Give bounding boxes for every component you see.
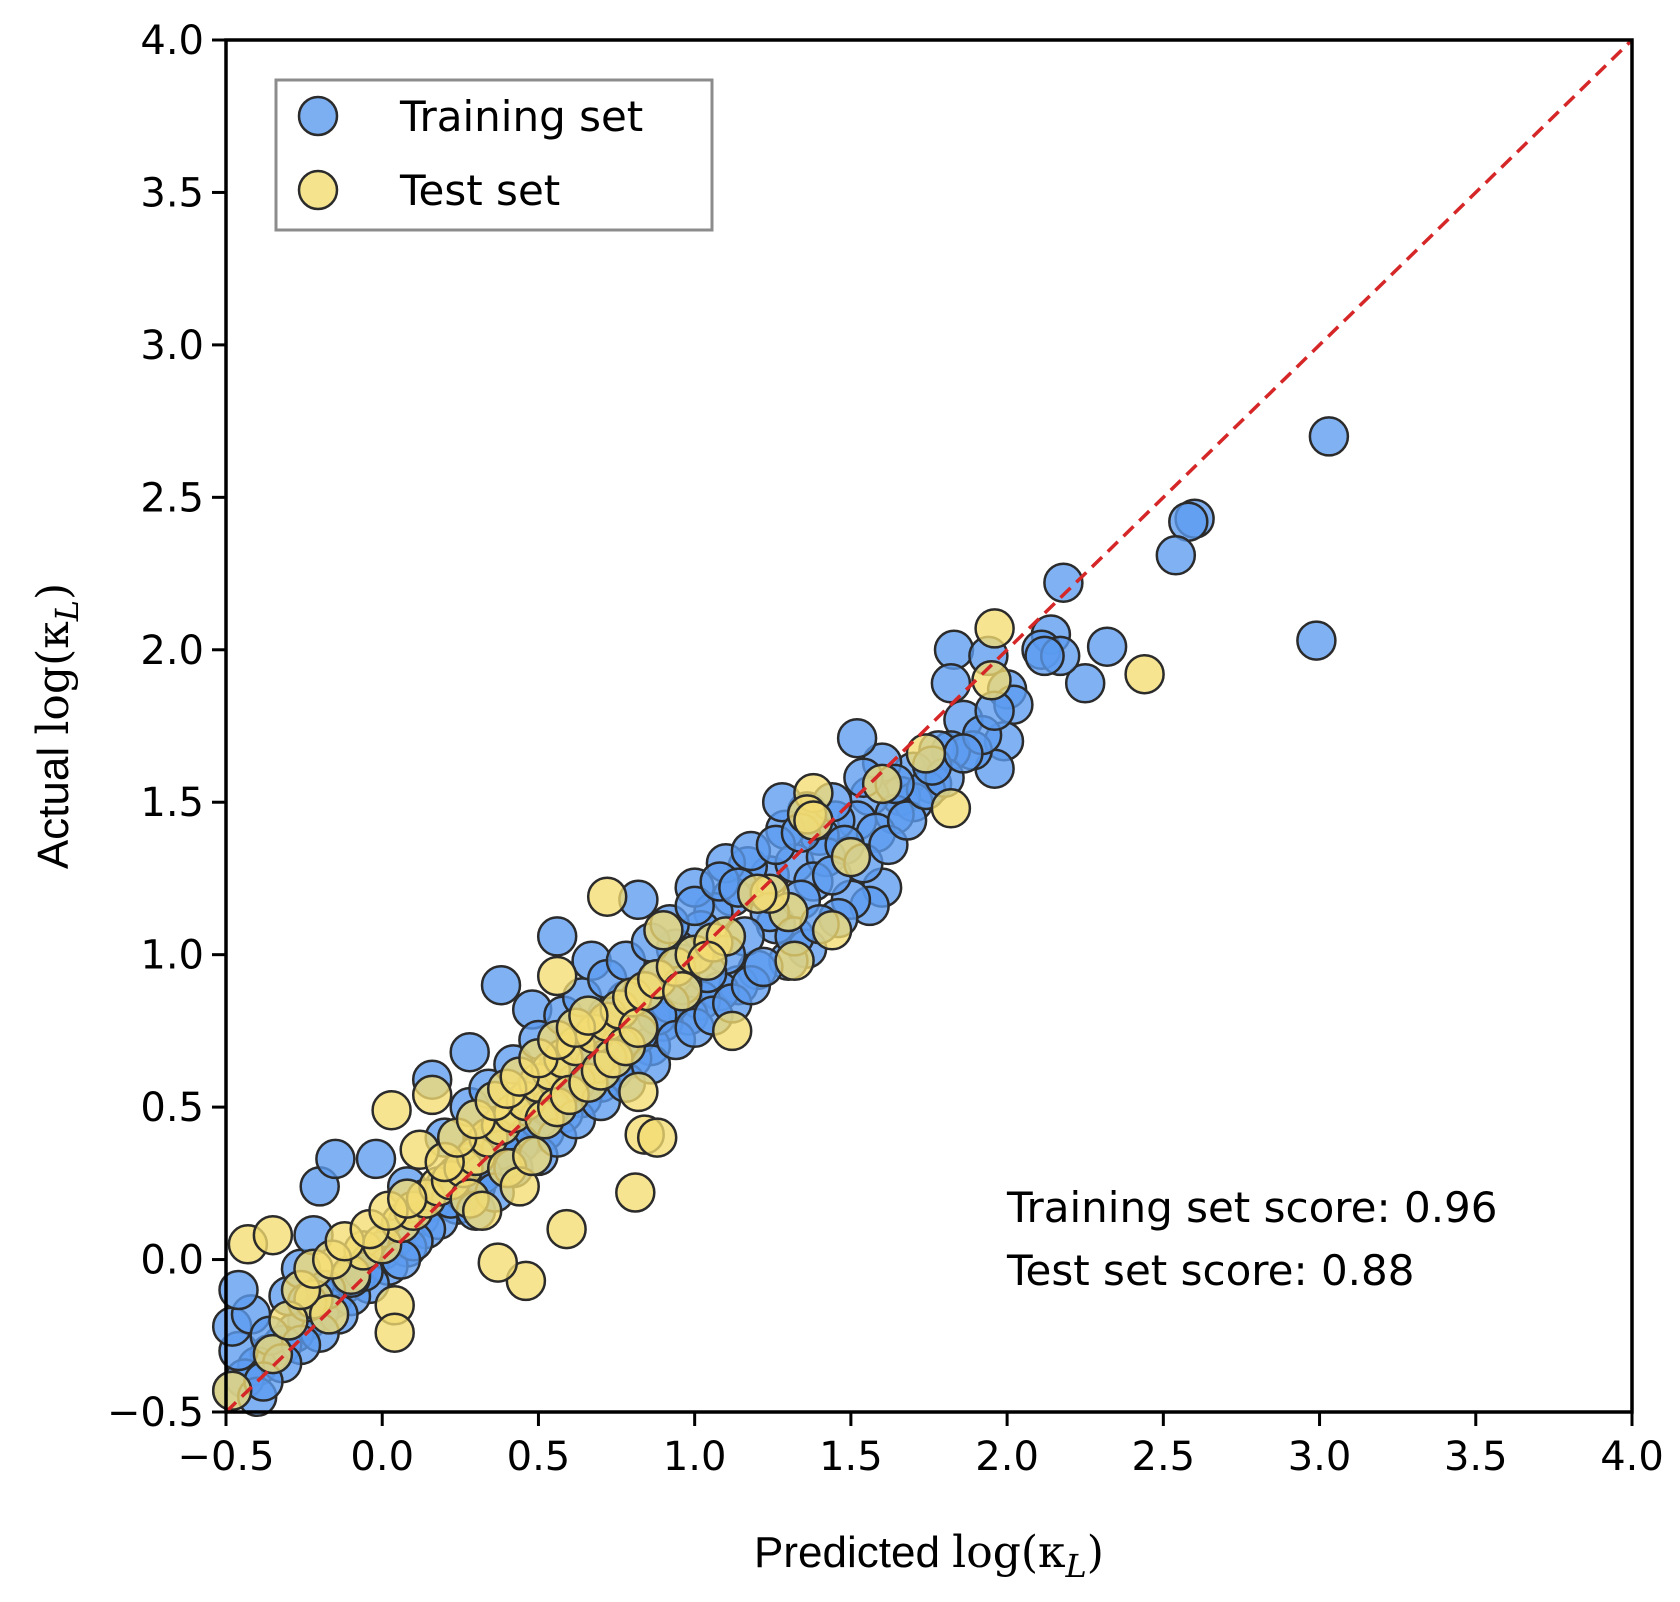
x-tick-label: 2.5 [1132, 1434, 1196, 1480]
test-point [505, 1260, 547, 1302]
training-point [1043, 562, 1084, 603]
legend-test-marker [297, 169, 339, 211]
test-point [811, 910, 853, 951]
legend-training-label: Training set [399, 92, 643, 141]
plot-frame [224, 38, 1634, 1414]
test-point [661, 971, 703, 1012]
y-tick-label: 4.0 [140, 18, 204, 64]
test-point [411, 1074, 453, 1116]
y-tick-label: 1.0 [140, 933, 204, 979]
test-point [386, 1178, 428, 1219]
test-point [374, 1312, 415, 1353]
x-axis-label: Predicted log(κL) [754, 1527, 1104, 1585]
test-point [546, 1208, 587, 1250]
y-axis-label-math: log(κ [28, 621, 79, 734]
x-tick-label: −0.5 [177, 1434, 274, 1480]
x-tick-label: 0.0 [350, 1434, 414, 1480]
test-point [461, 1190, 503, 1232]
x-tick-label: 4.0 [1600, 1434, 1664, 1480]
test-point [618, 1007, 659, 1049]
test-point [686, 940, 728, 982]
test-point [308, 1294, 350, 1335]
training-point [1308, 416, 1350, 457]
training-point [315, 1138, 356, 1180]
test-point [477, 1242, 519, 1283]
x-tick-label: 0.5 [507, 1434, 571, 1480]
test-point [615, 1172, 656, 1213]
training-point [480, 964, 522, 1006]
training-point [536, 916, 578, 957]
test-series [211, 608, 1165, 1411]
x-tick-label: 1.5 [819, 1434, 883, 1480]
y-tick-label: 1.5 [140, 780, 204, 826]
training-score-annotation: Training set score: 0.96 [1006, 1183, 1498, 1232]
training-point [836, 717, 878, 759]
x-tick-label: 3.5 [1444, 1434, 1508, 1480]
test-point [643, 910, 684, 951]
y-tick-label: 0.0 [140, 1238, 204, 1284]
test-point [211, 1370, 253, 1411]
y-tick-label: 3.5 [140, 170, 204, 216]
test-point [861, 763, 903, 805]
legend-box [274, 78, 714, 232]
x-tick-label: 1.0 [663, 1434, 727, 1480]
x-axis-label-close: ) [1087, 1527, 1104, 1578]
training-point [1168, 501, 1209, 542]
test-point [252, 1333, 294, 1375]
y-tick-label: 0.5 [140, 1085, 204, 1131]
test-point [586, 876, 628, 917]
training-point [218, 1269, 259, 1311]
legend: Training set Test set [274, 78, 714, 232]
y-tick-label: 2.5 [140, 475, 204, 521]
y-axis-label: Actual log(κL) [28, 583, 86, 869]
y-axis-label-text: Actual [29, 735, 78, 870]
test-point [971, 660, 1012, 701]
y-axis-label-close: ) [28, 583, 79, 600]
training-point [1155, 535, 1197, 576]
test-point [830, 836, 872, 878]
test-point [371, 1089, 412, 1131]
legend-training-marker [297, 95, 339, 137]
training-point [943, 733, 984, 774]
y-axis-ticks: −0.5 0.0 0.5 1.0 1.5 2.0 2.5 3.0 3.5 4.0 [107, 18, 226, 1436]
reference-line [224, 38, 1634, 1414]
training-point [1086, 626, 1128, 667]
test-point [536, 955, 578, 997]
test-point [568, 995, 609, 1036]
x-axis-label-sub: L [1065, 1547, 1087, 1585]
y-tick-label: 3.0 [140, 323, 204, 369]
training-point [1064, 663, 1106, 704]
y-tick-label: −0.5 [107, 1390, 204, 1436]
test-point [636, 1117, 678, 1158]
x-axis-label-text: Predicted [754, 1528, 952, 1577]
test-point [905, 733, 947, 774]
training-point [886, 800, 928, 841]
test-point [511, 1135, 553, 1177]
training-point [930, 663, 972, 704]
test-point [618, 1071, 659, 1113]
x-axis-label-math: log(κ [952, 1527, 1065, 1578]
legend-test-label: Test set [399, 166, 560, 215]
x-tick-label: 2.0 [975, 1434, 1039, 1480]
training-point [933, 629, 975, 671]
training-point [674, 885, 715, 927]
test-point [974, 608, 1015, 649]
test-point [930, 788, 972, 829]
x-axis-ticks: −0.5 0.0 0.5 1.0 1.5 2.0 2.5 3.0 3.5 4.0 [177, 1412, 1664, 1480]
test-point [711, 1010, 753, 1052]
test-point [774, 940, 815, 982]
training-point [1296, 620, 1337, 661]
test-point [1124, 653, 1165, 695]
test-point [793, 800, 834, 841]
training-point [449, 1031, 490, 1073]
y-tick-label: 2.0 [140, 628, 204, 674]
training-point [1024, 635, 1065, 677]
y-axis-label-sub: L [48, 600, 86, 622]
x-tick-label: 3.0 [1288, 1434, 1352, 1480]
test-point [252, 1214, 294, 1256]
test-score-annotation: Test set score: 0.88 [1006, 1246, 1414, 1295]
training-point [355, 1138, 397, 1180]
